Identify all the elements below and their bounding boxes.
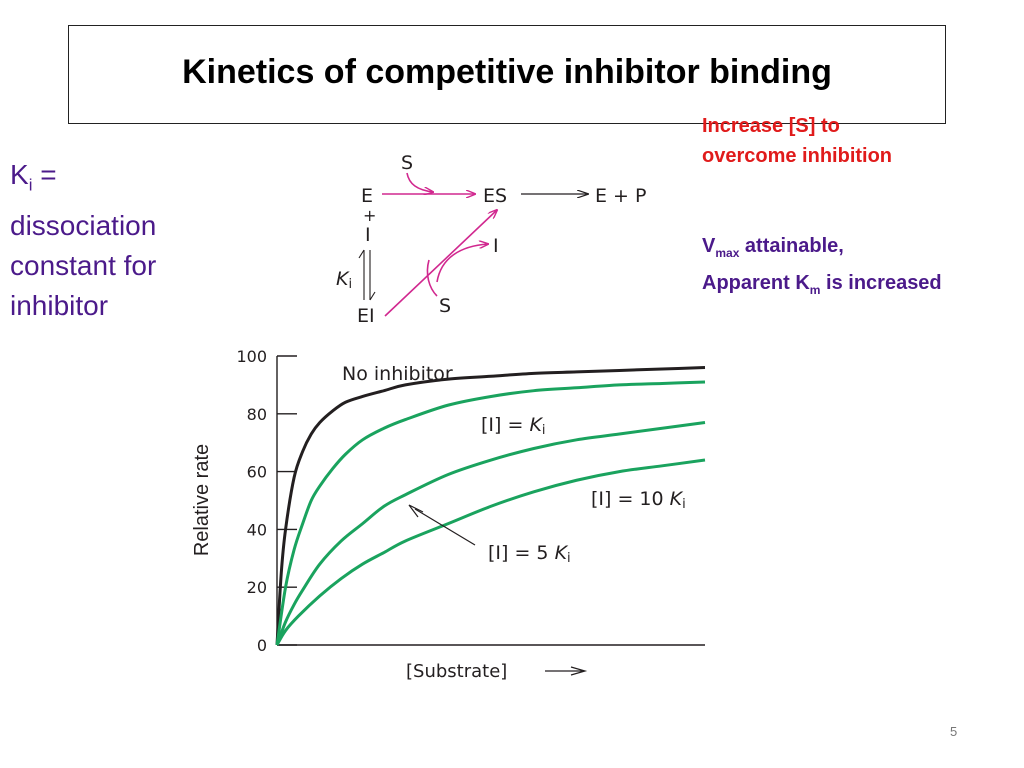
scheme-es: ES	[483, 185, 507, 207]
series-line-1	[275, 380, 706, 646]
vmax-sub: max	[715, 246, 740, 260]
x-axis-label: [Substrate]	[406, 661, 507, 682]
ki-k: K	[10, 159, 29, 190]
y-tick-label: 80	[247, 405, 267, 424]
series-line-2	[275, 420, 706, 646]
scheme-ki-i: i	[348, 277, 352, 292]
arrow-s-binding	[406, 172, 433, 192]
y-tick-label: 100	[236, 347, 267, 366]
scheme-plus: +	[363, 206, 376, 225]
ki-definition-text: = dissociation constant for inhibitor	[10, 159, 157, 321]
rate-chart: 0 20 40 60 80 100 No inhibitor [I] = Ki [I] = 1…	[191, 347, 706, 682]
scheme-ei: EI	[357, 305, 375, 327]
vmax-note: Vmax attainable, Apparent Km is increased	[702, 231, 1022, 305]
pointer-5ki-head	[408, 504, 424, 518]
curves	[275, 366, 706, 646]
x-axis-arrow-head	[570, 666, 588, 676]
slide-title: Kinetics of competitive inhibitor bindin…	[182, 53, 832, 91]
y-tick-label: 20	[247, 578, 267, 597]
curve-labels: No inhibitor [I] = Ki [I] = 10 Ki [I] = 5 K…	[342, 363, 686, 566]
label-i-eq-5ki: [I] = 5 Ki	[488, 542, 571, 566]
scheme-e: E	[361, 185, 373, 207]
scheme-ki-k: K	[336, 268, 350, 290]
label-no-inhibitor: No inhibitor	[342, 363, 453, 385]
label-i-eq-10ki: [I] = 10 Ki	[591, 488, 686, 512]
scheme-i-left: I	[365, 224, 371, 246]
vmax-attainable: attainable,	[739, 235, 844, 257]
series-line-3	[275, 458, 706, 646]
slide-number: 5	[950, 724, 958, 739]
ki-sub: i	[28, 175, 33, 195]
title-box: Kinetics of competitive inhibitor bindin…	[68, 25, 946, 124]
y-axis: 0 20 40 60 80 100	[236, 347, 705, 655]
scheme-ki: Ki	[336, 268, 352, 292]
y-axis-label: Relative rate	[191, 444, 213, 556]
reaction-scheme: S E ES E + P + I Ki EI I S	[336, 152, 646, 327]
y-tick-label: 40	[247, 520, 267, 539]
ki-definition-note: Ki = dissociation constant for inhibitor	[10, 155, 210, 326]
km-sub: m	[809, 283, 821, 297]
series-line-0	[275, 366, 706, 646]
overcome-inhibition-note: Increase [S] to overcome inhibition	[702, 115, 893, 167]
scheme-i-right: I	[493, 235, 499, 257]
vmax-v: V	[702, 235, 716, 257]
arrow-i-release	[436, 244, 488, 283]
equilibrium-down-barb	[369, 291, 376, 301]
y-tick-label: 0	[257, 636, 267, 655]
km-increased: is increased	[820, 272, 942, 294]
arrow-s-entering	[426, 259, 438, 297]
y-tick-label: 60	[247, 463, 267, 482]
scheme-s-bottom: S	[439, 295, 451, 317]
pointer-5ki-line	[414, 508, 476, 546]
scheme-ep: E + P	[595, 185, 646, 207]
equilibrium-up-barb	[358, 249, 365, 259]
arrow-ei-to-es	[384, 210, 497, 317]
label-i-eq-ki: [I] = Ki	[481, 414, 546, 438]
scheme-s-top: S	[401, 152, 413, 174]
apparent-km: Apparent K	[702, 272, 810, 294]
